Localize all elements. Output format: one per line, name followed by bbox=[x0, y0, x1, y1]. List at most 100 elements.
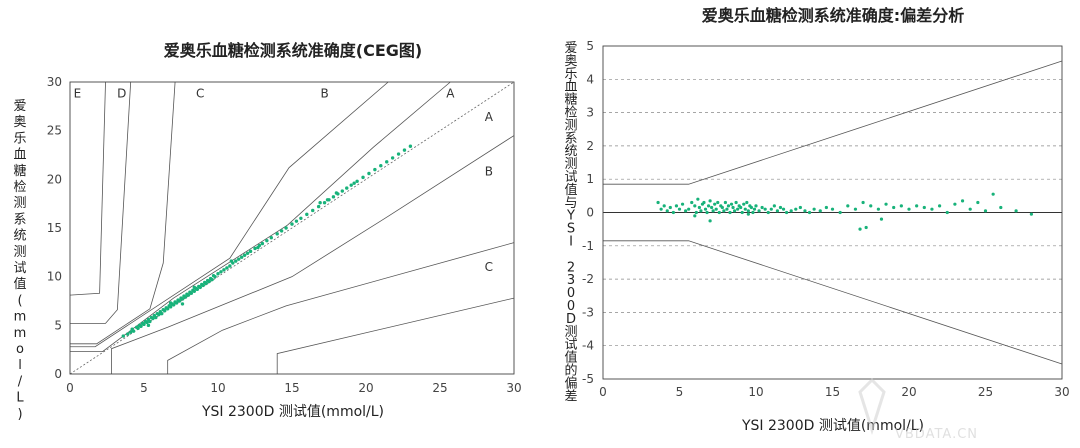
y-axis-label-char: D bbox=[566, 312, 576, 327]
y-axis-label-char: 糖 bbox=[13, 163, 26, 179]
data-point bbox=[760, 205, 764, 210]
zone-label: B bbox=[320, 87, 328, 101]
y-axis-label-char: 检 bbox=[564, 106, 577, 121]
y-axis-label-char: 2 bbox=[567, 260, 575, 275]
data-point bbox=[239, 255, 244, 259]
data-point bbox=[680, 202, 685, 206]
zone-label: B bbox=[485, 165, 493, 179]
data-point bbox=[858, 227, 862, 231]
y-tick-label: 0 bbox=[54, 367, 62, 381]
data-point bbox=[684, 209, 688, 213]
data-point bbox=[349, 183, 353, 187]
data-point bbox=[752, 207, 757, 211]
data-point bbox=[739, 205, 743, 210]
data-point bbox=[142, 322, 146, 327]
bias-plot-frame bbox=[602, 45, 1063, 380]
data-point bbox=[316, 204, 321, 209]
data-point bbox=[275, 232, 279, 236]
data-point bbox=[740, 210, 744, 215]
data-point bbox=[183, 295, 188, 299]
plot-border bbox=[69, 81, 515, 375]
x-tick-label: 0 bbox=[599, 385, 607, 399]
x-tick-label: 0 bbox=[66, 381, 74, 395]
data-point bbox=[803, 209, 807, 213]
data-point bbox=[211, 273, 216, 278]
data-point bbox=[402, 148, 407, 152]
data-point bbox=[734, 200, 738, 205]
y-axis-label-char: 值 bbox=[13, 276, 26, 292]
y-axis-label-char: 偏 bbox=[564, 376, 577, 391]
x-tick-label: 30 bbox=[1054, 385, 1069, 399]
ceg-data-points bbox=[121, 144, 413, 338]
zone-label: C bbox=[485, 260, 493, 274]
data-point bbox=[708, 199, 712, 203]
y-axis-label-char: 测 bbox=[564, 118, 577, 133]
data-point bbox=[746, 209, 750, 213]
zone-boundary-line bbox=[70, 81, 132, 324]
y-axis-label-char: m bbox=[14, 310, 27, 325]
data-point bbox=[148, 319, 152, 324]
data-point bbox=[305, 212, 309, 217]
data-point bbox=[121, 334, 125, 338]
data-point bbox=[711, 209, 715, 213]
data-point bbox=[725, 207, 729, 211]
data-point bbox=[260, 241, 265, 246]
data-point bbox=[876, 207, 881, 211]
ceg-zone-boundaries bbox=[69, 81, 515, 375]
data-point bbox=[195, 287, 199, 292]
y-axis-label-char: S bbox=[567, 222, 575, 237]
y-axis-label-char: 系 bbox=[564, 131, 577, 146]
data-point bbox=[714, 207, 718, 211]
y-axis-label-char: I bbox=[569, 235, 573, 250]
y-tick-label: 5 bbox=[54, 318, 62, 332]
data-point bbox=[222, 268, 226, 272]
data-point bbox=[145, 320, 149, 325]
bias-limit-lines bbox=[603, 60, 1063, 365]
data-point bbox=[665, 209, 669, 213]
y-axis-label-char: 系 bbox=[13, 212, 26, 227]
data-point bbox=[207, 279, 211, 284]
data-point bbox=[204, 281, 208, 286]
y-axis-label-char: 值 bbox=[564, 182, 577, 198]
data-point bbox=[168, 305, 173, 309]
data-point bbox=[385, 160, 389, 164]
x-tick-label: 30 bbox=[506, 381, 521, 395]
y-axis-label-char: 奥 bbox=[13, 115, 26, 130]
data-point bbox=[225, 266, 229, 270]
data-point bbox=[716, 200, 720, 205]
data-point bbox=[165, 307, 170, 311]
data-point bbox=[915, 204, 919, 208]
data-point bbox=[234, 259, 238, 263]
data-point bbox=[331, 195, 336, 199]
data-point bbox=[794, 207, 798, 211]
data-point bbox=[146, 323, 151, 328]
y-tick-label: -2 bbox=[582, 272, 594, 286]
data-point bbox=[361, 175, 365, 180]
data-point bbox=[899, 204, 903, 208]
data-point bbox=[754, 204, 758, 208]
data-point bbox=[180, 302, 185, 306]
data-point bbox=[163, 309, 167, 313]
data-point bbox=[245, 251, 250, 256]
data-point bbox=[922, 205, 926, 210]
zone-boundary-line bbox=[70, 81, 451, 353]
data-point bbox=[294, 219, 299, 223]
data-point bbox=[705, 210, 709, 215]
data-point bbox=[1029, 212, 1033, 216]
data-point bbox=[706, 204, 711, 208]
data-point bbox=[322, 200, 327, 205]
data-point bbox=[253, 246, 257, 251]
data-point bbox=[269, 236, 273, 240]
data-point bbox=[723, 200, 728, 205]
bias-chart-title: 爱奥乐血糖检测系统准确度:偏差分析 bbox=[702, 6, 964, 25]
y-axis-label-char: 血 bbox=[13, 148, 26, 163]
data-point bbox=[757, 209, 761, 213]
y-axis-label-char: 的 bbox=[564, 363, 577, 379]
data-point bbox=[818, 209, 822, 213]
y-tick-label: 30 bbox=[47, 75, 62, 89]
data-point bbox=[408, 144, 413, 148]
data-point bbox=[671, 210, 675, 215]
y-axis-label-char: 测 bbox=[564, 325, 577, 340]
